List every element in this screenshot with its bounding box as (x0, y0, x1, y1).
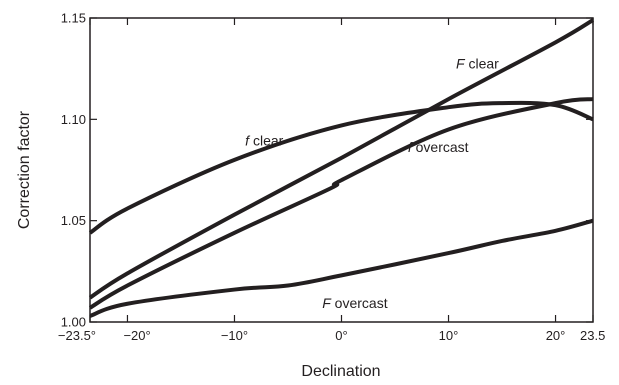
series-label-symbol: f (245, 133, 251, 149)
series-label-symbol: F (456, 56, 466, 72)
series-label-symbol: f (408, 139, 414, 155)
series-label-symbol: F (322, 295, 332, 311)
series-line-f-clear (88, 100, 594, 235)
x-tick-label: −10° (221, 328, 248, 343)
series-label-f-overcast: f overcast (408, 139, 469, 155)
x-axis: −23.5° −20° −10° 0° 10° 20° 23.5 (58, 18, 605, 343)
y-tick-label: 1.10 (61, 112, 86, 127)
series-line-f-overcast (88, 97, 594, 310)
x-tick-label: −20° (123, 328, 150, 343)
series-lines (88, 18, 595, 318)
series-label-text: clear (465, 56, 500, 72)
series-label-F-overcast: F overcast (322, 295, 387, 311)
series-label-F-clear: F clear (456, 56, 499, 72)
x-axis-label: Declination (301, 363, 380, 380)
y-tick-label: 1.05 (61, 213, 86, 228)
series-line-F-clear (88, 18, 595, 300)
y-tick-label: 1.00 (61, 315, 86, 330)
series-line-F-overcast (89, 218, 594, 318)
y-tick-label: 1.15 (61, 11, 86, 26)
series-label-text: overcast (412, 139, 469, 155)
x-tick-label: 23.5 (580, 328, 605, 343)
series-label-text: clear (249, 133, 284, 149)
series-label-f-clear: f clear (245, 133, 283, 149)
x-tick-label: 0° (335, 328, 347, 343)
y-axis: 1.00 1.05 1.10 1.15 (61, 11, 593, 330)
x-tick-label: 20° (546, 328, 566, 343)
series-label-text: overcast (331, 295, 388, 311)
x-tick-label: 10° (439, 328, 459, 343)
x-tick-label: −23.5° (58, 328, 96, 343)
y-axis-label: Correction factor (16, 110, 33, 229)
